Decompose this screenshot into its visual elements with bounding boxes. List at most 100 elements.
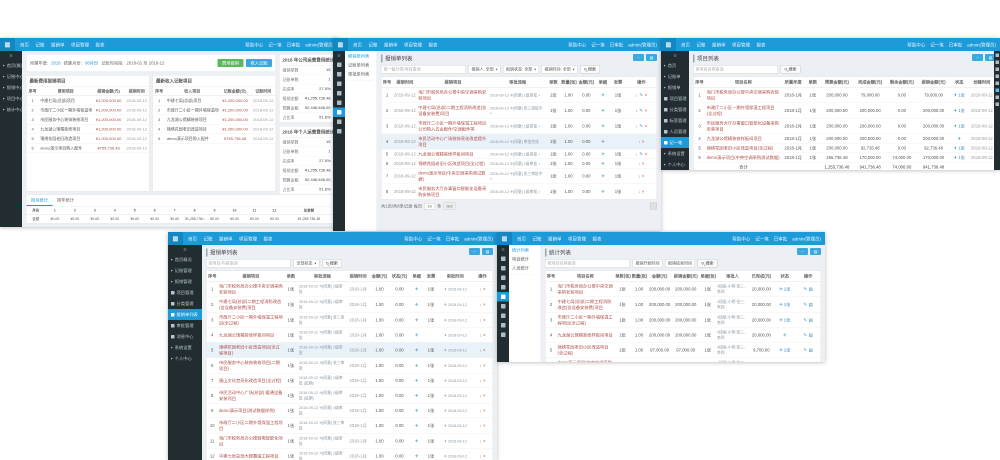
edit-icon[interactable]: ✎ <box>803 301 808 307</box>
navbar-menu-item[interactable]: 报销单 <box>384 42 398 48</box>
sidebar-icon-item[interactable] <box>333 60 345 70</box>
dock-icon[interactable] <box>995 60 999 64</box>
delete-icon[interactable]: × <box>641 139 645 144</box>
download-icon[interactable]: ↓ <box>638 189 641 194</box>
navbar-menu-item[interactable]: 报表 <box>428 42 438 48</box>
submenu-item[interactable]: 人员统计 <box>509 261 533 275</box>
delete-icon[interactable]: × <box>644 92 648 98</box>
edit-icon[interactable]: ✎ <box>639 92 644 98</box>
sidebar-icon-item[interactable] <box>333 70 345 80</box>
download-icon[interactable]: ↓ <box>479 286 482 292</box>
navbar-right-item[interactable]: 记一笔 <box>930 42 944 48</box>
delete-icon[interactable]: × <box>483 332 486 338</box>
delete-icon[interactable]: × <box>483 453 486 459</box>
dock-icon[interactable] <box>995 67 999 71</box>
delete-icon[interactable]: × <box>483 378 486 383</box>
navbar-right-item[interactable]: 记一笔 <box>755 236 769 242</box>
navbar-right-item[interactable]: 帮助中心 <box>404 236 423 242</box>
filter-select[interactable]: 全部状态 ▾ <box>293 259 320 268</box>
navbar-menu-item[interactable]: 记账 <box>35 42 45 48</box>
search-input[interactable] <box>381 65 466 74</box>
sidebar-item[interactable]: 人员管理 <box>661 126 689 137</box>
download-icon[interactable]: ↓ <box>479 302 482 307</box>
sidebar-icon-item[interactable] <box>333 98 345 108</box>
search-button[interactable]: 搜索 <box>321 259 342 268</box>
delete-icon[interactable]: × <box>644 123 648 129</box>
page-size-input[interactable] <box>424 202 436 210</box>
navbar-menu-item[interactable]: 报表 <box>95 42 105 48</box>
navbar-right-item[interactable]: 记一笔 <box>591 42 605 48</box>
logo-icon[interactable]: ▦ <box>497 232 512 245</box>
download-icon[interactable]: ↓ <box>479 453 482 459</box>
minus-icon[interactable]: − <box>469 248 480 255</box>
sidebar-icon-item[interactable] <box>497 292 509 302</box>
sidebar-item[interactable]: 消息中心 <box>168 331 202 342</box>
filter-select[interactable]: 报销时间: 全部 ▾ <box>541 65 578 74</box>
navbar-right-item[interactable]: 已审批 <box>773 236 788 242</box>
edit-icon[interactable]: ✎ <box>803 347 808 353</box>
dock-icon[interactable] <box>995 74 999 78</box>
download-icon[interactable]: ↓ <box>479 438 482 444</box>
sidebar-toggle-icon[interactable]: ≡ <box>501 246 505 253</box>
edit-icon[interactable]: ✎ <box>639 151 644 157</box>
navbar-menu-item[interactable]: 项目管理 <box>404 42 423 48</box>
grid-icon[interactable]: ▤ <box>646 54 657 61</box>
filter-select[interactable]: 报销人: 全部 ▾ <box>468 65 501 74</box>
navbar-menu-item[interactable]: 报销单 <box>548 236 562 242</box>
download-icon[interactable]: ↓ <box>638 173 641 179</box>
navbar-right-item[interactable]: admin(管理员) <box>628 42 657 48</box>
tab-monthly[interactable]: 按月统计 <box>26 195 53 206</box>
grid-icon[interactable]: ▤ <box>482 248 493 255</box>
edit-icon[interactable]: ✎ <box>803 332 808 338</box>
sidebar-icon-item[interactable] <box>497 264 509 274</box>
sidebar-item[interactable]: 分类管理 <box>168 298 202 309</box>
navbar-right-item[interactable]: 帮助中心 <box>245 42 264 48</box>
delete-icon[interactable]: × <box>483 302 486 307</box>
navbar-right-item[interactable]: 记一笔 <box>268 42 282 48</box>
filter-value-link[interactable]: 2018 <box>51 60 61 66</box>
navbar-right-item[interactable]: 帮助中心 <box>732 236 751 242</box>
sidebar-item[interactable]: ▸项目中心 <box>0 93 22 104</box>
navbar-menu-item[interactable]: 记账 <box>203 236 213 242</box>
delete-icon[interactable]: × <box>641 189 645 194</box>
delete-icon[interactable]: × <box>644 107 648 113</box>
sidebar-icon-item[interactable] <box>333 107 345 117</box>
sidebar-item[interactable]: 记一笔 <box>661 137 689 148</box>
new-expense-button[interactable]: 费用报销 <box>217 59 244 67</box>
sidebar-item[interactable]: 审批管理 <box>168 320 202 331</box>
sidebar-icon-item[interactable] <box>497 330 509 340</box>
logo-icon[interactable]: ▦ <box>0 38 15 51</box>
sidebar-toggle-icon[interactable]: ≡ <box>183 246 187 253</box>
sidebar-item[interactable]: 分类管理 <box>661 104 689 115</box>
sidebar-item[interactable]: ▸报销中心 <box>0 82 22 93</box>
sidebar-item[interactable]: 标签管理 <box>661 115 689 126</box>
sidebar-icon-item[interactable] <box>333 117 345 127</box>
grid-icon[interactable]: ▤ <box>985 54 996 61</box>
corner-widget-button[interactable] <box>650 202 657 210</box>
navbar-menu-item[interactable]: 报表 <box>756 42 766 48</box>
copy-icon[interactable]: ▤ <box>808 286 813 292</box>
delete-icon[interactable]: × <box>483 347 486 353</box>
logo-icon[interactable]: ▦ <box>333 38 348 51</box>
sidebar-item[interactable]: ▸统计中心 <box>0 104 22 115</box>
dock-icon[interactable] <box>995 81 999 85</box>
dock-icon[interactable] <box>995 53 999 57</box>
date-range-button[interactable]: 报销开始时间 <box>632 259 663 268</box>
navbar-menu-item[interactable]: 记账 <box>696 42 706 48</box>
sidebar-item[interactable]: ▸ 首页 <box>661 60 689 71</box>
delete-icon[interactable]: × <box>483 286 486 292</box>
minus-icon[interactable]: − <box>972 54 983 61</box>
copy-icon[interactable]: ▤ <box>808 301 813 307</box>
sidebar-icon-item[interactable] <box>497 283 509 293</box>
download-icon[interactable]: ↓ <box>479 378 482 383</box>
delete-icon[interactable]: × <box>641 173 645 179</box>
navbar-menu-item[interactable]: 项目管理 <box>732 42 751 48</box>
delete-icon[interactable]: × <box>483 317 486 323</box>
download-icon[interactable]: ↓ <box>479 363 482 368</box>
sidebar-item[interactable]: ▸记账中心 <box>0 71 22 82</box>
sidebar-item[interactable]: 报销单列表 <box>168 309 202 320</box>
download-icon[interactable]: ↓ <box>635 123 638 129</box>
sidebar-item[interactable]: ▸ 个人中心 <box>661 159 689 170</box>
sidebar-toggle-icon[interactable]: ≡ <box>9 52 13 59</box>
date-range-button[interactable]: 报销结束时间 <box>665 259 695 268</box>
